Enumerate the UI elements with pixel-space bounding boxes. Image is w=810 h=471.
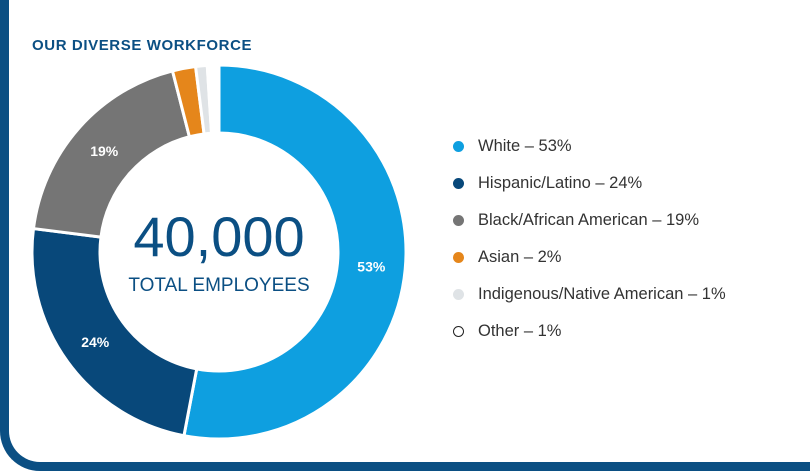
legend-swatch (453, 252, 464, 263)
slice-hispanic-latino (30, 226, 199, 438)
donut-data-labels: 53% 24% 19% (81, 143, 386, 350)
legend-label: Black/African American – 19% (478, 211, 700, 229)
data-label-white: 53% (357, 258, 386, 274)
total-employees-caption: TOTAL EMPLOYEES (128, 275, 309, 296)
legend-swatch (453, 178, 464, 189)
legend-item-indigenous-native-american: Indigenous/Native American – 1% (453, 276, 726, 313)
legend-swatch (453, 289, 464, 300)
legend-label: Indigenous/Native American – 1% (478, 285, 726, 303)
legend-item-white: White – 53% (453, 128, 726, 165)
legend-item-other: Other – 1% (453, 313, 726, 350)
legend-item-hispanic-latino: Hispanic/Latino – 24% (453, 165, 726, 202)
data-label-black-african-american: 19% (90, 143, 119, 159)
legend-label: Other – 1% (478, 322, 562, 340)
legend-label: Hispanic/Latino – 24% (478, 174, 643, 192)
donut-slices (30, 63, 408, 441)
legend-item-asian: Asian – 2% (453, 239, 726, 276)
total-employees-value: 40,000 (133, 205, 304, 268)
chart-title: OUR DIVERSE WORKFORCE (32, 37, 253, 54)
data-label-hispanic-latino: 24% (81, 334, 110, 350)
legend-swatch (453, 326, 464, 337)
legend-label: Asian – 2% (478, 248, 562, 266)
slice-white (182, 63, 408, 441)
legend-swatch (453, 141, 464, 152)
legend-swatch (453, 215, 464, 226)
chart-legend: White – 53% Hispanic/Latino – 24% Black/Af… (453, 128, 726, 350)
legend-item-black-african-american: Black/African American – 19% (453, 202, 726, 239)
legend-label: White – 53% (478, 137, 572, 155)
slice-other (205, 63, 221, 135)
